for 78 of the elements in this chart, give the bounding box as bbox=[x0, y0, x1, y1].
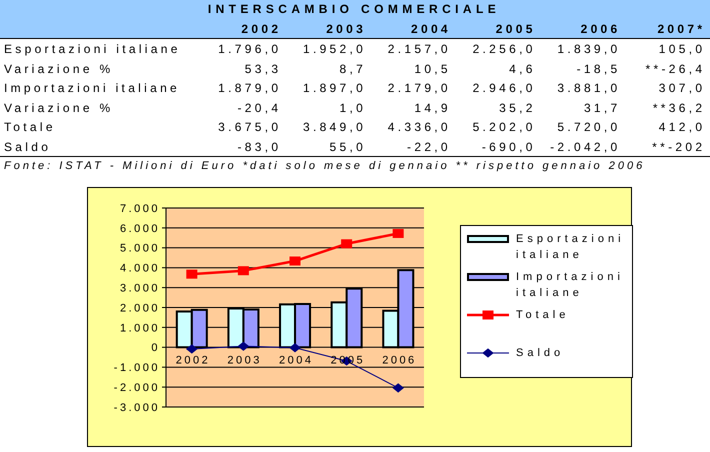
x-tick-label: 2002 bbox=[241, 22, 282, 36]
data-label: 2.179,0 bbox=[388, 81, 451, 96]
data-label: 2.256,0 bbox=[472, 42, 536, 56]
y-tick-label: 3.000 bbox=[120, 282, 160, 295]
y-tick-label: 5.000 bbox=[120, 242, 160, 255]
data-label: -83,0 bbox=[237, 140, 282, 154]
y-tick-label: 0 bbox=[151, 342, 160, 354]
point bbox=[290, 343, 300, 352]
data-label: -690,0 bbox=[482, 140, 536, 154]
y-tick-label: 2.000 bbox=[120, 302, 160, 314]
data-label: -20,4 bbox=[237, 100, 282, 115]
x-tick-label: 2006 bbox=[580, 22, 620, 36]
data-label: 2.157,0 bbox=[388, 42, 451, 56]
point bbox=[290, 256, 300, 266]
y-tick-label: 6.000 bbox=[120, 222, 160, 235]
x-tick-label: 2004 bbox=[411, 22, 451, 36]
data-label: 55,0 bbox=[330, 140, 366, 154]
data-label: 10,5 bbox=[414, 62, 451, 76]
chart-title: INTERSCAMBIO COMMERCIALE bbox=[208, 2, 500, 16]
data-label: 3.675,0 bbox=[218, 120, 282, 134]
x-tick-label: 2002 bbox=[176, 354, 210, 366]
data-label: 5.720,0 bbox=[557, 120, 620, 134]
data-label: 1.897,0 bbox=[302, 81, 366, 96]
x-tick-label: 2004 bbox=[279, 354, 314, 366]
x-tick-label: 2003 bbox=[326, 22, 366, 36]
data-label: 3.849,0 bbox=[302, 120, 366, 134]
data-label: -2.042,0 bbox=[550, 140, 620, 154]
y-tick-label: Totale bbox=[4, 120, 56, 134]
data-label: 4,6 bbox=[509, 62, 536, 76]
x-tick-label: 2003 bbox=[227, 354, 262, 366]
data-label: 1,0 bbox=[340, 100, 366, 115]
data-label: 1.952,0 bbox=[302, 42, 366, 56]
y-tick-label: Variazione % bbox=[4, 100, 114, 115]
data-label: 2.946,0 bbox=[472, 81, 536, 96]
source-note: Fonte: ISTAT - Milioni di Euro *dati solo mese di gennaio ** rispetto gennaio 2006 bbox=[4, 160, 646, 172]
point bbox=[392, 383, 404, 392]
point bbox=[238, 266, 249, 276]
y-tick-label: Importazioni italiane bbox=[4, 81, 180, 96]
y-tick-label: -1.000 bbox=[114, 362, 160, 374]
data-label: 307,0 bbox=[658, 81, 706, 96]
y-tick-label: -2.000 bbox=[114, 382, 160, 394]
y-tick-label: -3.000 bbox=[114, 402, 160, 414]
x-tick-label: 2006 bbox=[382, 354, 417, 366]
point bbox=[186, 344, 198, 354]
y-tick-label: 4.000 bbox=[120, 262, 160, 275]
data-label: 1.839,0 bbox=[557, 42, 620, 56]
data-label: 4.336,0 bbox=[388, 120, 451, 134]
data-label: 3.881,0 bbox=[557, 81, 620, 96]
data-label: 1.879,0 bbox=[218, 81, 282, 96]
point bbox=[238, 342, 249, 351]
x-tick-label: 2007* bbox=[657, 22, 706, 36]
data-label: 31,7 bbox=[584, 100, 620, 115]
point bbox=[341, 239, 352, 248]
data-label: 35,2 bbox=[499, 100, 536, 115]
data-label: 8,7 bbox=[340, 62, 366, 76]
data-label: 14,9 bbox=[414, 100, 451, 115]
legend-label: Totale bbox=[516, 309, 570, 321]
legend-label: Importazioni italiane bbox=[516, 271, 624, 299]
data-label: **-202 bbox=[652, 140, 706, 154]
data-label: 412,0 bbox=[658, 120, 706, 134]
point bbox=[392, 228, 404, 238]
x-tick-label: 2005 bbox=[496, 22, 536, 36]
data-label: 105,0 bbox=[658, 42, 706, 56]
y-tick-label: 1.000 bbox=[120, 322, 160, 334]
y-tick-label: 7.000 bbox=[120, 202, 160, 215]
legend-label: Saldo bbox=[516, 347, 564, 359]
data-label: **36,2 bbox=[652, 100, 706, 115]
y-tick-label: Esportazioni italiane bbox=[4, 42, 181, 56]
data-label: -18,5 bbox=[576, 62, 620, 76]
legend-label: Esportazioni italiane bbox=[516, 233, 625, 261]
data-label: 1.796,0 bbox=[218, 42, 282, 56]
data-label: 5.202,0 bbox=[472, 120, 536, 134]
data-label: -22,0 bbox=[407, 140, 451, 154]
y-tick-label: Saldo bbox=[4, 140, 52, 154]
data-label: 53,3 bbox=[244, 62, 282, 76]
data-label: **-26,4 bbox=[646, 62, 706, 76]
y-tick-label: Variazione % bbox=[4, 62, 114, 76]
point bbox=[186, 270, 198, 279]
